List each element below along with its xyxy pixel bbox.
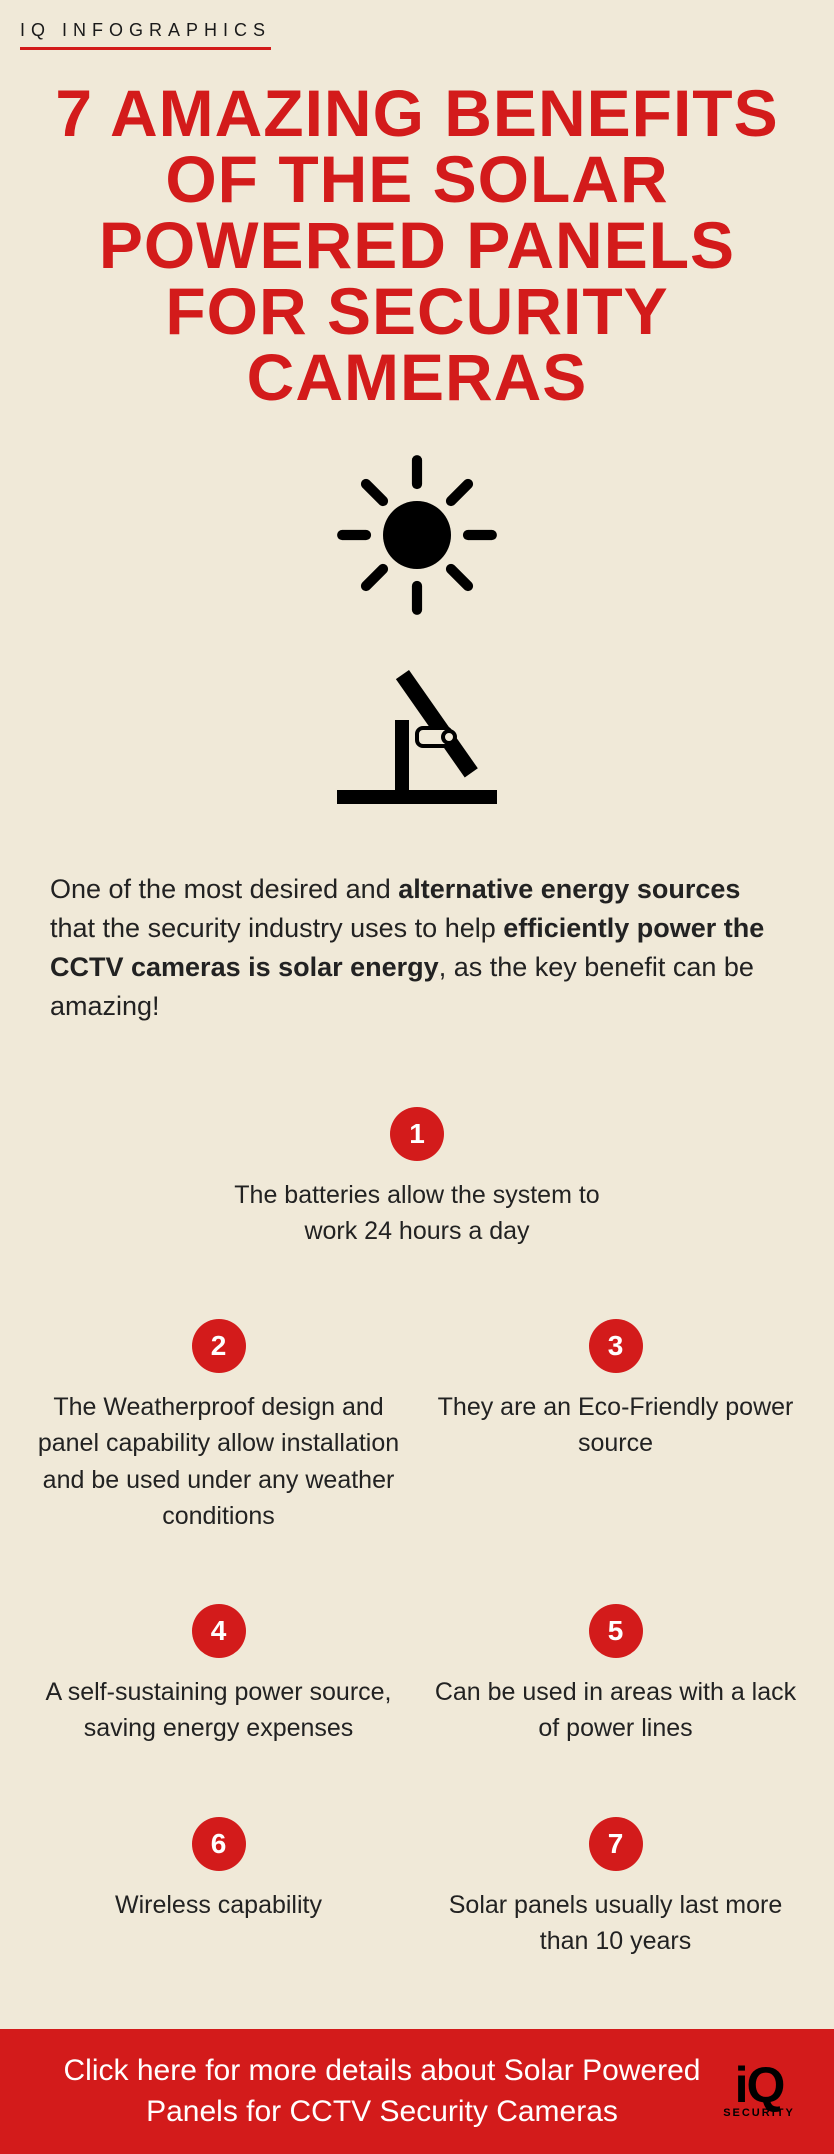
hero-icons <box>0 450 834 810</box>
benefit-item-3: 3 They are an Eco-Friendly power source <box>431 1319 801 1534</box>
footer-cta[interactable]: Click here for more details about Solar … <box>0 2029 834 2154</box>
benefit-badge: 3 <box>589 1319 643 1373</box>
benefit-row: 6 Wireless capability 7 Solar panels usuall… <box>20 1817 814 1960</box>
solar-panel-camera-icon <box>317 650 517 810</box>
benefit-text: A self-sustaining power source, saving e… <box>34 1674 404 1747</box>
logo-top: iQ <box>735 2065 784 2105</box>
benefit-badge: 6 <box>192 1817 246 1871</box>
benefit-badge: 2 <box>192 1319 246 1373</box>
benefit-badge: 4 <box>192 1604 246 1658</box>
benefit-text: Solar panels usually last more than 10 y… <box>431 1887 801 1960</box>
footer-text: Click here for more details about Solar … <box>60 2051 704 2132</box>
benefit-item-1: 1 The batteries allow the system to work … <box>232 1107 602 1250</box>
sun-icon <box>332 450 502 620</box>
benefit-row: 2 The Weatherproof design and panel capab… <box>20 1319 814 1534</box>
brand-logo: iQ SECURITY <box>704 2065 814 2119</box>
benefit-text: The Weatherproof design and panel capabi… <box>34 1389 404 1534</box>
benefit-row: 1 The batteries allow the system to work … <box>20 1107 814 1250</box>
header-label: IQ INFOGRAPHICS <box>20 20 271 50</box>
benefit-badge: 5 <box>589 1604 643 1658</box>
infographic-page: IQ INFOGRAPHICS 7 AMAZING BENEFITS OF TH… <box>0 0 834 2154</box>
benefit-item-6: 6 Wireless capability <box>34 1817 404 1960</box>
benefit-item-2: 2 The Weatherproof design and panel capab… <box>34 1319 404 1534</box>
intro-text: One of the most desired and alternative … <box>50 870 784 1027</box>
benefit-badge: 1 <box>390 1107 444 1161</box>
benefit-item-5: 5 Can be used in areas with a lack of pow… <box>431 1604 801 1747</box>
benefit-item-4: 4 A self-sustaining power source, saving … <box>34 1604 404 1747</box>
benefit-text: The batteries allow the system to work 2… <box>232 1177 602 1250</box>
benefit-text: They are an Eco-Friendly power source <box>431 1389 801 1462</box>
benefit-text: Can be used in areas with a lack of powe… <box>431 1674 801 1747</box>
main-title: 7 AMAZING BENEFITS OF THE SOLAR POWERED … <box>30 80 804 410</box>
benefits-list: 1 The batteries allow the system to work … <box>20 1107 814 1960</box>
logo-sub: SECURITY <box>723 2107 795 2119</box>
benefit-text: Wireless capability <box>115 1887 322 1923</box>
benefit-badge: 7 <box>589 1817 643 1871</box>
benefit-row: 4 A self-sustaining power source, saving … <box>20 1604 814 1747</box>
benefit-item-7: 7 Solar panels usually last more than 10 … <box>431 1817 801 1960</box>
